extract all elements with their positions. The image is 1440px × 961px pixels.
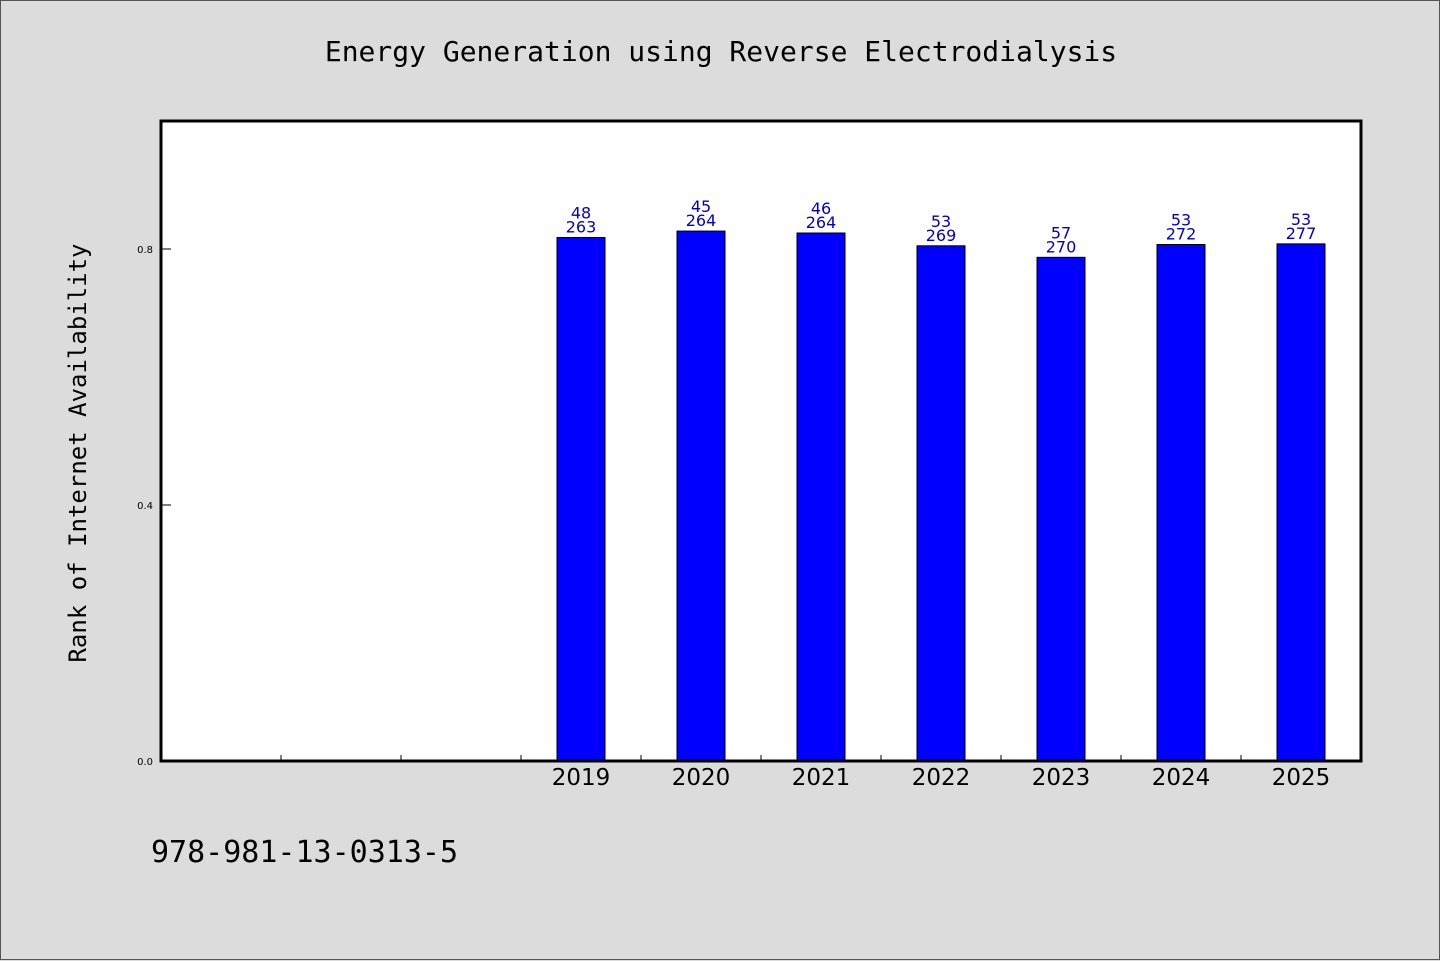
data-label-top: 48: [571, 203, 591, 222]
data-label-bottom: 277: [1286, 224, 1317, 243]
x-category-label: 2023: [1032, 765, 1091, 791]
plot-border: [159, 119, 1363, 763]
data-label-bottom: 272: [1166, 225, 1197, 244]
data-label-bottom: 264: [806, 213, 837, 232]
x-category-label: 2019: [552, 765, 611, 791]
x-category-label: 2024: [1152, 765, 1211, 791]
data-label-top: 53: [1291, 210, 1311, 229]
y-tick-label: 0.0: [137, 757, 153, 768]
y-tick-label: 0.4: [137, 501, 153, 512]
data-label-bottom: 264: [686, 211, 717, 230]
x-category-label: 2021: [792, 765, 851, 791]
x-category-label: 2025: [1272, 765, 1331, 791]
data-label-bottom: 270: [1046, 237, 1077, 256]
data-label-top: 53: [931, 212, 951, 231]
bar: [676, 230, 726, 762]
y-tick-label: 0.8: [137, 245, 153, 256]
x-category-label: 2022: [912, 765, 971, 791]
bar: [1156, 244, 1206, 762]
data-label-top: 45: [691, 197, 711, 216]
x-category-label: 2020: [672, 765, 731, 791]
bar: [796, 232, 846, 762]
bar: [556, 236, 606, 762]
bar: [916, 245, 966, 762]
data-label-top: 46: [811, 199, 831, 218]
bar: [1036, 256, 1086, 762]
data-label-bottom: 263: [566, 217, 597, 236]
data-label-bottom: 269: [926, 226, 957, 245]
data-label-top: 53: [1171, 211, 1191, 230]
data-label-top: 57: [1051, 223, 1071, 242]
bar: [1276, 243, 1326, 762]
chart-title: Energy Generation using Reverse Electrod…: [324, 35, 1118, 68]
footer-identifier: 978-981-13-0313-5: [151, 835, 459, 870]
